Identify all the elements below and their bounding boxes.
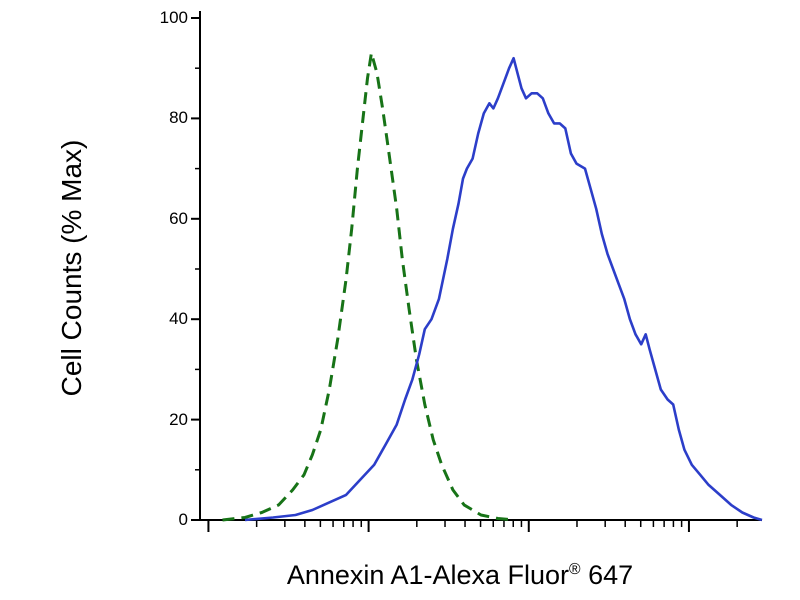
registered-trademark-symbol: ® [569, 561, 581, 578]
x-axis-title: Annexin A1-Alexa Fluor® 647 [170, 560, 750, 591]
y-tick-label-40: 40 [169, 309, 188, 328]
y-tick-label-0: 0 [178, 510, 188, 529]
y-tick-label-80: 80 [169, 108, 188, 127]
y-tick-label-20: 20 [169, 410, 188, 429]
series-curve-1 [244, 56, 763, 522]
series-curve-0 [222, 51, 515, 522]
y-axis-title: Cell Counts (% Max) [56, 139, 87, 397]
y-tick-label-60: 60 [169, 209, 188, 228]
x-axis-title-main: Annexin A1-Alexa Fluor [286, 560, 570, 590]
y-tick-label-100: 100 [159, 8, 188, 27]
x-axis-title-end: 647 [580, 560, 634, 590]
